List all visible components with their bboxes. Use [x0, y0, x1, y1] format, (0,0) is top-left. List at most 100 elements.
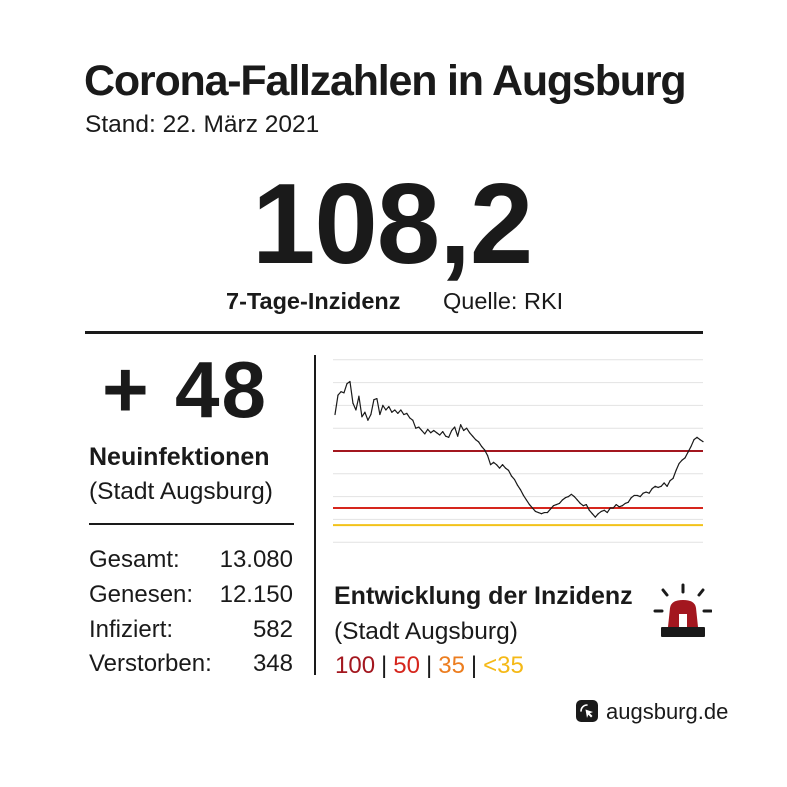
data-point [693, 439, 695, 441]
data-point [400, 409, 402, 411]
source-label: Quelle: RKI [443, 288, 564, 314]
data-point [385, 409, 387, 411]
data-point [702, 441, 704, 443]
data-point [597, 513, 599, 515]
data-point [615, 503, 617, 506]
data-point [382, 404, 384, 406]
data-point [594, 516, 596, 518]
data-point [421, 429, 423, 432]
data-point [469, 432, 471, 434]
stat-label: Gesamt: [89, 546, 180, 573]
data-point [549, 508, 552, 510]
data-point [498, 467, 501, 469]
data-point [579, 502, 581, 505]
data-point [513, 478, 516, 481]
data-point [340, 391, 342, 393]
data-point [445, 435, 447, 437]
incidence-line [334, 380, 704, 518]
data-point [391, 411, 393, 413]
data-point [636, 494, 638, 497]
legend-item-100: 100 [335, 652, 376, 679]
new-infections-scope: (Stadt Augsburg) [89, 478, 273, 505]
data-point [525, 499, 528, 501]
data-point [612, 507, 614, 509]
data-point [483, 449, 486, 451]
data-point [507, 469, 510, 471]
data-point [528, 503, 531, 506]
data-point [687, 451, 689, 453]
data-point [564, 497, 566, 499]
data-point [696, 436, 698, 438]
brand-name: augsburg.de [606, 699, 729, 724]
stat-label: Genesen: [89, 581, 194, 608]
data-point [663, 482, 665, 484]
stat-value: 12.150 [219, 581, 293, 608]
data-point [427, 428, 429, 430]
data-point [654, 485, 656, 487]
data-point [519, 489, 522, 491]
stat-row-deceased: Verstorben: 348 [89, 652, 293, 676]
data-point [540, 513, 543, 515]
data-point [403, 413, 405, 416]
cursor-icon [576, 700, 598, 722]
data-point [546, 511, 549, 514]
legend-separator: | [425, 652, 433, 679]
data-point [639, 496, 641, 498]
data-point [603, 509, 605, 511]
data-point [337, 394, 339, 396]
data-point [406, 412, 408, 414]
siren-ray [661, 588, 669, 597]
data-point [582, 505, 584, 507]
data-point [558, 502, 560, 505]
page-title: Corona-Fallzahlen in Augsburg [84, 57, 687, 105]
data-point [651, 488, 653, 490]
status-date: Stand: 22. März 2021 [85, 111, 320, 138]
data-point [346, 383, 348, 385]
data-point [370, 413, 372, 416]
data-point [481, 445, 483, 448]
data-point [630, 497, 632, 499]
siren-ray [697, 588, 705, 597]
siren-base [661, 627, 705, 637]
data-point [373, 399, 375, 401]
data-point [466, 427, 468, 429]
data-point [537, 511, 540, 514]
data-point [504, 467, 507, 469]
siren-icon [653, 583, 712, 637]
stat-value: 13.080 [219, 546, 293, 573]
data-point [543, 511, 546, 514]
data-point [457, 435, 459, 437]
data-point [412, 419, 414, 421]
data-point [627, 501, 629, 503]
stat-value: 582 [252, 616, 293, 643]
data-point [591, 513, 593, 515]
siren-dome [668, 600, 698, 627]
data-point [424, 433, 426, 435]
data-point [501, 464, 504, 466]
legend-item-50: 50 [393, 652, 420, 679]
stat-row-total: Gesamt: 13.080 [89, 548, 293, 572]
data-point [585, 503, 587, 506]
data-point [448, 436, 450, 438]
chart-scope: (Stadt Augsburg) [334, 618, 518, 645]
data-point [660, 485, 662, 487]
data-point [433, 429, 435, 432]
data-point [522, 494, 525, 497]
column-divider [314, 355, 316, 675]
data-point [334, 413, 336, 416]
data-point [495, 464, 498, 466]
data-point [678, 462, 680, 465]
data-point [388, 405, 390, 408]
data-point [472, 435, 474, 437]
data-point [516, 484, 519, 486]
data-point [510, 475, 513, 477]
data-point [600, 510, 602, 513]
new-infections-label: Neuinfektionen [89, 443, 270, 471]
data-point [681, 459, 683, 461]
data-point [358, 395, 360, 397]
data-point [355, 409, 357, 411]
header-divider [85, 331, 703, 334]
data-point [684, 457, 686, 459]
data-point [675, 469, 677, 471]
incidence-chart [333, 359, 704, 543]
